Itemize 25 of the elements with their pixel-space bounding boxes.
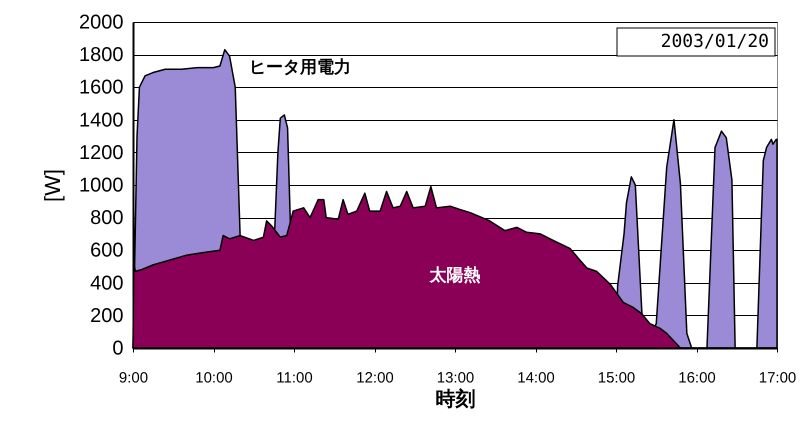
x-axis-title: 時刻 <box>436 388 476 410</box>
y-tick-label: 2000 <box>79 12 124 34</box>
y-tick-label: 1000 <box>79 174 124 196</box>
x-tick-label: 9:00 <box>118 370 148 386</box>
x-tick-label: 10:00 <box>195 370 233 386</box>
series-label: ヒータ用電力 <box>248 58 351 77</box>
y-tick-label: 1400 <box>79 109 124 132</box>
series-label: 太陽熱 <box>428 265 480 284</box>
annotation: 2003/01/20 <box>660 31 769 52</box>
x-tick-label: 13:00 <box>436 370 474 386</box>
y-tick-label: 0 <box>112 338 124 360</box>
x-tick-label: 12:00 <box>356 370 394 386</box>
x-tick-label: 16:00 <box>678 370 716 386</box>
y-tick-label: 200 <box>90 304 124 327</box>
y-tick-label: 1200 <box>79 142 124 164</box>
x-tick-label: 17:00 <box>758 370 796 386</box>
y-axis-title: [W] <box>40 169 66 202</box>
x-tick-label: 11:00 <box>276 370 313 386</box>
y-tick-label: 600 <box>90 240 124 262</box>
y-tick-label: 400 <box>90 272 124 294</box>
y-tick-label: 800 <box>90 207 124 230</box>
y-tick-label: 1800 <box>79 44 124 66</box>
x-tick-label: 15:00 <box>598 370 636 386</box>
y-tick-label: 1600 <box>79 76 124 99</box>
x-tick-label: 14:00 <box>517 370 555 386</box>
